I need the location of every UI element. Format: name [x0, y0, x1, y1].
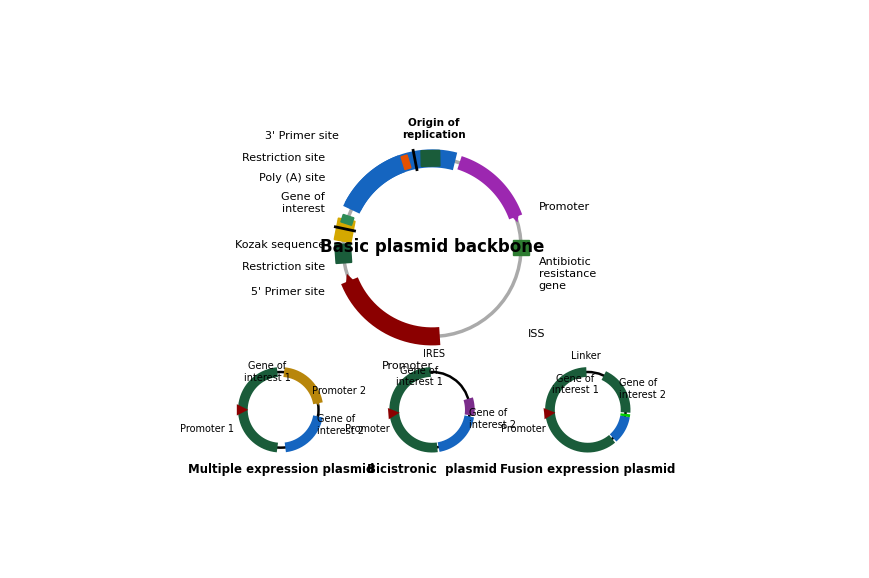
Text: Origin of
replication: Origin of replication	[402, 118, 466, 140]
Polygon shape	[341, 214, 354, 225]
Text: Linker: Linker	[571, 351, 600, 361]
Text: Promoter: Promoter	[539, 202, 590, 212]
Text: Promoter: Promoter	[382, 361, 433, 371]
Polygon shape	[421, 150, 440, 166]
Text: Bicistronic  plasmid: Bicistronic plasmid	[367, 463, 497, 476]
Text: Fusion expression plasmid: Fusion expression plasmid	[500, 463, 675, 476]
Text: Gene of
interest 1: Gene of interest 1	[244, 361, 291, 383]
Text: Promoter: Promoter	[345, 424, 389, 434]
Text: Restriction site: Restriction site	[242, 262, 325, 272]
Text: ISS: ISS	[527, 329, 545, 339]
Text: Gene of
interest 2: Gene of interest 2	[619, 378, 666, 400]
Text: Kozak sequence: Kozak sequence	[235, 240, 325, 250]
Text: Promoter: Promoter	[501, 424, 546, 434]
Text: Promoter 2: Promoter 2	[312, 386, 366, 396]
Text: Promoter 1: Promoter 1	[180, 424, 234, 434]
Polygon shape	[335, 244, 352, 264]
Polygon shape	[401, 155, 411, 169]
Text: Antibiotic
resistance
gene: Antibiotic resistance gene	[539, 257, 596, 291]
Text: 3' Primer site: 3' Primer site	[265, 131, 339, 141]
Text: 5' Primer site: 5' Primer site	[251, 287, 325, 297]
Text: Basic plasmid backbone: Basic plasmid backbone	[320, 238, 544, 257]
Text: Gene of
interest: Gene of interest	[282, 192, 325, 214]
Text: Gene of
interest 2: Gene of interest 2	[317, 414, 364, 436]
Text: IRES: IRES	[423, 349, 445, 358]
Polygon shape	[513, 240, 529, 255]
Text: Gene of
interest 1: Gene of interest 1	[552, 374, 599, 395]
Text: Gene of
interest 2: Gene of interest 2	[468, 409, 515, 430]
Text: Gene of
interest 1: Gene of interest 1	[396, 365, 443, 387]
Text: Multiple expression plasmid: Multiple expression plasmid	[188, 463, 374, 476]
Polygon shape	[335, 218, 355, 243]
Text: Restriction site: Restriction site	[242, 153, 325, 164]
Text: Poly (A) site: Poly (A) site	[259, 173, 325, 183]
